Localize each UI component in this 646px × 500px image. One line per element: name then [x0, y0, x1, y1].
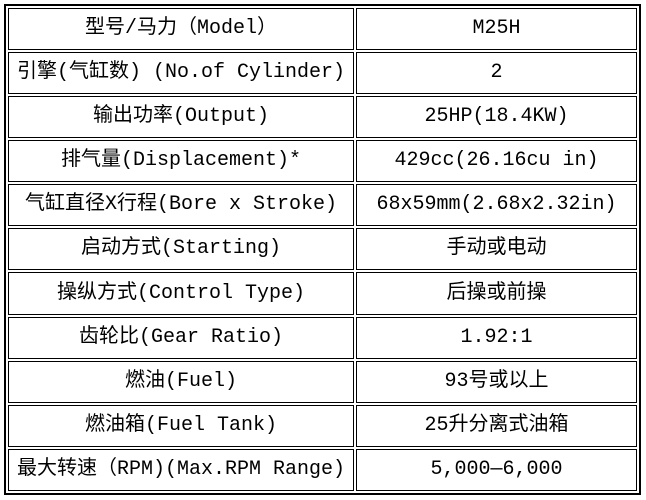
table-row: 齿轮比(Gear Ratio) 1.92:1	[8, 316, 637, 359]
spec-label-control-type: 操纵方式(Control Type)	[8, 272, 355, 315]
spec-label-starting: 启动方式(Starting)	[8, 228, 355, 271]
table-row: 气缸直径X行程(Bore x Stroke) 68x59mm(2.68x2.32…	[8, 184, 637, 227]
spec-value-displacement: 429cc(26.16cu in)	[356, 140, 637, 183]
table-row: 型号/马力（Model） M25H	[8, 8, 637, 51]
table-row: 燃油(Fuel) 93号或以上	[8, 360, 637, 403]
spec-value-fuel-tank: 25升分离式油箱	[356, 404, 637, 447]
spec-value-max-rpm: 5,000—6,000	[356, 448, 637, 491]
spec-value-bore-stroke: 68x59mm(2.68x2.32in)	[356, 184, 637, 227]
spec-label-output: 输出功率(Output)	[8, 96, 355, 139]
spec-label-gear-ratio: 齿轮比(Gear Ratio)	[8, 316, 355, 359]
table-row: 燃油箱(Fuel Tank) 25升分离式油箱	[8, 404, 637, 447]
spec-label-model: 型号/马力（Model）	[8, 8, 355, 51]
spec-label-displacement: 排气量(Displacement)*	[8, 140, 355, 183]
table-row: 最大转速（RPM)(Max.RPM Range) 5,000—6,000	[8, 448, 637, 491]
spec-value-control-type: 后操或前操	[356, 272, 637, 315]
spec-table: 型号/马力（Model） M25H 引擎(气缸数) (No.of Cylinde…	[4, 4, 641, 495]
spec-label-fuel: 燃油(Fuel)	[8, 360, 355, 403]
spec-value-model: M25H	[356, 8, 637, 51]
spec-label-fuel-tank: 燃油箱(Fuel Tank)	[8, 404, 355, 447]
spec-value-fuel: 93号或以上	[356, 360, 637, 403]
table-row: 排气量(Displacement)* 429cc(26.16cu in)	[8, 140, 637, 183]
spec-label-bore-stroke: 气缸直径X行程(Bore x Stroke)	[8, 184, 355, 227]
table-row: 输出功率(Output) 25HP(18.4KW)	[8, 96, 637, 139]
spec-value-cylinders: 2	[356, 52, 637, 95]
table-row: 操纵方式(Control Type) 后操或前操	[8, 272, 637, 315]
spec-value-output: 25HP(18.4KW)	[356, 96, 637, 139]
spec-label-cylinders: 引擎(气缸数) (No.of Cylinder)	[8, 52, 355, 95]
spec-value-gear-ratio: 1.92:1	[356, 316, 637, 359]
table-row: 启动方式(Starting) 手动或电动	[8, 228, 637, 271]
spec-label-max-rpm: 最大转速（RPM)(Max.RPM Range)	[8, 448, 355, 491]
table-row: 引擎(气缸数) (No.of Cylinder) 2	[8, 52, 637, 95]
spec-value-starting: 手动或电动	[356, 228, 637, 271]
